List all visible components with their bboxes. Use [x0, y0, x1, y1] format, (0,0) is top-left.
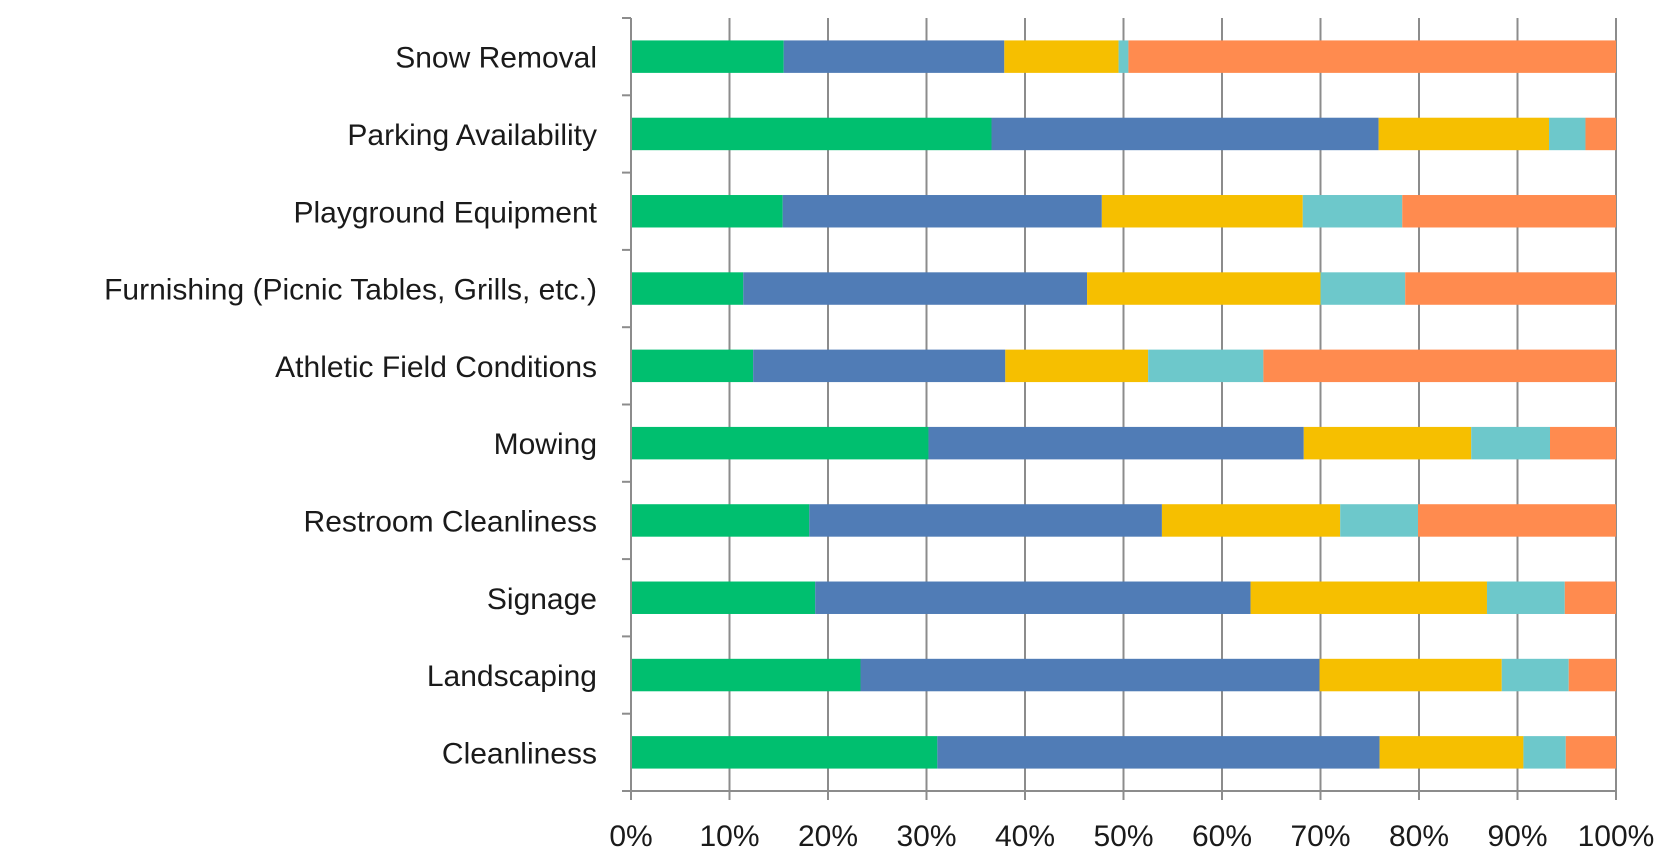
bar-segment-7-2	[1250, 581, 1487, 614]
bar-segment-8-2	[1319, 658, 1502, 692]
category-label-0: Snow Removal	[395, 42, 597, 75]
category-label-7: Signage	[487, 583, 597, 616]
bar-segment-6-3	[1340, 504, 1419, 537]
bar-segment-9-1	[937, 736, 1380, 769]
bars	[631, 40, 1616, 769]
bar-segment-1-3	[1549, 117, 1586, 151]
x-tick-label-9: 90%	[1487, 820, 1547, 853]
bar-segment-3-3	[1320, 272, 1406, 305]
bar-segment-4-1	[753, 349, 1006, 383]
bar-segment-0-4	[1128, 40, 1616, 73]
bar-segment-2-0	[631, 195, 783, 228]
x-tick-label-4: 40%	[995, 820, 1055, 853]
category-label-5: Mowing	[494, 428, 597, 461]
bar-segment-1-0	[631, 117, 992, 151]
bar-segment-5-3	[1471, 426, 1551, 460]
x-tick-label-0: 0%	[609, 820, 652, 853]
bar-segment-2-4	[1402, 195, 1616, 228]
bar-segment-8-3	[1501, 658, 1569, 692]
bar-segment-1-2	[1378, 117, 1550, 151]
bar-segment-4-2	[1005, 349, 1149, 383]
category-label-3: Furnishing (Picnic Tables, Grills, etc.)	[104, 274, 597, 307]
bar-segment-6-1	[809, 504, 1162, 537]
bar-segment-9-3	[1523, 736, 1566, 769]
bar-segment-3-0	[631, 272, 744, 305]
bar-segment-1-1	[991, 117, 1379, 151]
bar-segment-6-0	[631, 504, 810, 537]
bar-segment-7-3	[1486, 581, 1565, 614]
bar-segment-2-3	[1302, 195, 1403, 228]
bar-segment-3-4	[1405, 272, 1616, 305]
bar-segment-6-2	[1161, 504, 1341, 537]
x-tick-label-5: 50%	[1093, 820, 1153, 853]
bar-segment-0-3	[1118, 40, 1129, 73]
bar-segment-6-4	[1418, 504, 1616, 537]
category-label-6: Restroom Cleanliness	[304, 505, 597, 538]
category-label-1: Parking Availability	[347, 119, 597, 152]
bar-segment-2-1	[782, 195, 1102, 228]
bar-segment-4-0	[631, 349, 754, 383]
category-label-2: Playground Equipment	[293, 196, 597, 229]
bar-segment-5-4	[1550, 426, 1616, 460]
bar-segment-0-2	[1004, 40, 1119, 73]
x-tick-label-8: 80%	[1389, 820, 1449, 853]
category-label-4: Athletic Field Conditions	[275, 351, 597, 384]
bar-segment-9-2	[1379, 736, 1524, 769]
x-tick-label-3: 30%	[896, 820, 956, 853]
bar-segment-8-1	[860, 658, 1320, 692]
bar-segment-7-1	[815, 581, 1251, 614]
bar-segment-9-4	[1565, 736, 1616, 769]
category-label-8: Landscaping	[427, 660, 597, 693]
bar-segment-0-0	[631, 40, 784, 73]
x-tick-label-6: 60%	[1192, 820, 1252, 853]
x-tick-label-10: 100%	[1578, 820, 1655, 853]
x-tick-label-1: 10%	[699, 820, 759, 853]
axes	[622, 17, 1617, 800]
bar-segment-5-0	[631, 426, 929, 460]
bar-segment-5-1	[928, 426, 1304, 460]
bar-segment-0-1	[783, 40, 1005, 73]
x-tick-label-2: 20%	[798, 820, 858, 853]
bar-segment-3-1	[743, 272, 1088, 305]
category-label-9: Cleanliness	[442, 737, 597, 770]
bar-segment-1-4	[1585, 117, 1616, 151]
bar-segment-4-3	[1148, 349, 1264, 383]
bar-segment-5-2	[1303, 426, 1472, 460]
bar-segment-2-2	[1101, 195, 1303, 228]
bar-segment-8-0	[631, 658, 861, 692]
bar-segment-7-0	[631, 581, 816, 614]
bar-segment-9-0	[631, 736, 938, 769]
labels: 0% 10% 20% 30% 40% 50% 60% 70% 80% 90% 100% Snow Re…	[104, 42, 1654, 853]
bar-segment-3-2	[1087, 272, 1321, 305]
bar-segment-7-4	[1564, 581, 1616, 614]
bar-segment-8-4	[1568, 658, 1616, 692]
bar-segment-4-4	[1263, 349, 1616, 383]
x-tick-label-7: 70%	[1290, 820, 1350, 853]
